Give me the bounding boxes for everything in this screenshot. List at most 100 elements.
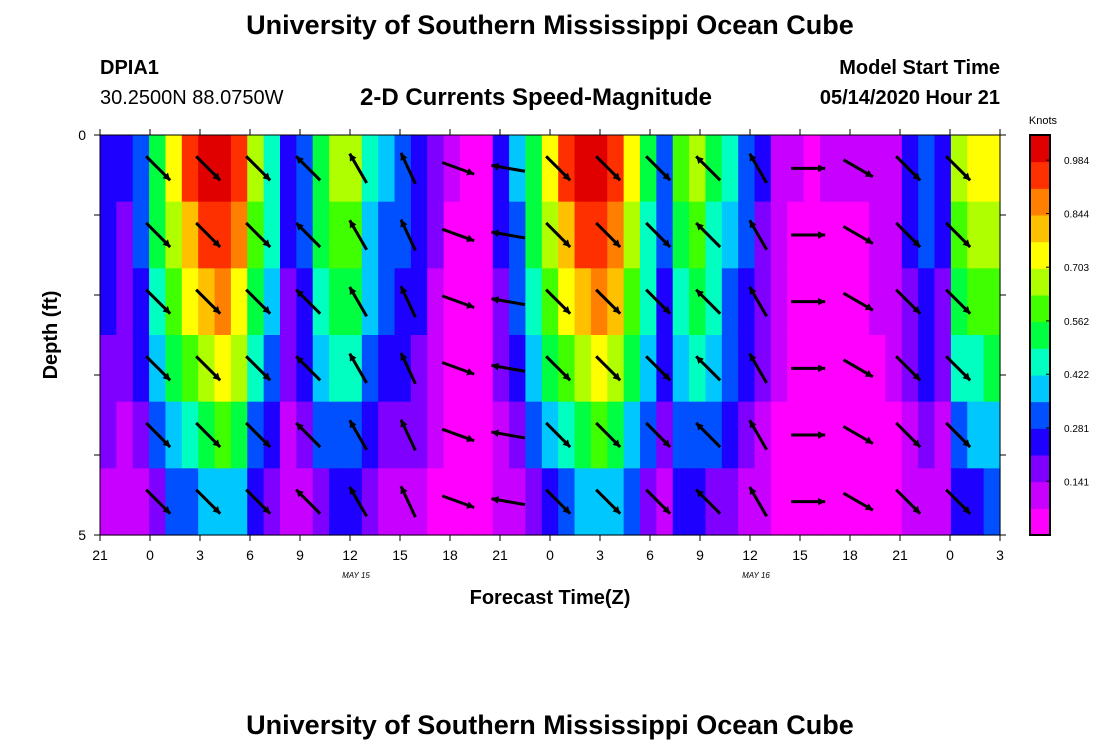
heatmap-cell	[640, 335, 657, 403]
heatmap-cell	[672, 135, 690, 203]
heatmap-cell	[967, 268, 985, 336]
heatmap-cell	[820, 401, 837, 469]
heatmap-cell	[672, 468, 690, 536]
x-tick-label: 12	[742, 547, 758, 563]
heatmap-cell	[934, 135, 952, 203]
current-arrowhead	[864, 436, 873, 444]
heatmap-cell	[983, 335, 1001, 403]
colorbar-label: 0.984	[1064, 156, 1089, 167]
heatmap-cell	[312, 401, 330, 469]
heatmap-cell	[640, 135, 657, 203]
heatmap-cell	[100, 401, 117, 469]
heatmap-cell	[427, 468, 445, 536]
x-tick-label: 6	[646, 547, 654, 563]
heatmap-cell	[836, 201, 854, 269]
station-coordinates: 30.2500N 88.0750W	[100, 87, 284, 109]
heatmap-cell	[312, 335, 330, 403]
heatmap-cell	[607, 268, 625, 336]
current-arrowhead	[400, 486, 408, 495]
heatmap-cell	[263, 268, 281, 336]
heatmap-cell	[443, 468, 461, 536]
footer-title: University of Southern Mississippi Ocean…	[246, 710, 854, 740]
heatmap-cell	[181, 268, 199, 336]
heatmap-cell	[263, 335, 281, 403]
heatmap-cell	[738, 468, 756, 536]
heatmap-cell	[738, 335, 756, 403]
heatmap-cell	[983, 135, 1001, 203]
heatmap-cell	[296, 335, 314, 403]
heatmap-cell	[247, 401, 265, 469]
current-arrowhead	[400, 286, 408, 295]
current-arrowhead	[612, 439, 621, 448]
heatmap-cell	[345, 468, 363, 536]
heatmap-cell	[329, 401, 347, 469]
heatmap-cell	[165, 135, 183, 203]
current-arrowhead	[162, 172, 171, 181]
heatmap-cell	[410, 268, 428, 336]
heatmap-cell	[394, 268, 412, 336]
colorbar: 0.984 0.844 0.703 0.562 0.422 0.281 0.141	[1029, 134, 1089, 536]
heatmap-cell	[214, 201, 232, 269]
current-arrowhead	[662, 372, 671, 381]
current-arrowhead	[612, 239, 621, 248]
colorbar-segment	[1030, 295, 1050, 323]
x-tick-label: 15	[792, 547, 808, 563]
heatmap-cell	[247, 268, 265, 336]
heatmap-cell	[263, 135, 281, 203]
heatmap-cell	[165, 468, 183, 536]
heatmap-cell	[656, 335, 674, 403]
current-arrowhead	[864, 236, 873, 244]
heatmap-cell	[738, 201, 756, 269]
heatmap-cell	[345, 201, 363, 269]
heatmap-cell	[312, 268, 330, 336]
current-arrowhead	[749, 153, 757, 162]
heatmap-cell	[476, 335, 494, 403]
heatmap-cell	[263, 201, 281, 269]
heatmap-cell	[214, 335, 232, 403]
current-arrowhead	[912, 439, 921, 448]
heatmap-cell	[934, 468, 952, 536]
current-arrowhead	[212, 372, 221, 381]
heatmap-cell	[640, 201, 657, 269]
heatmap-cell	[214, 268, 232, 336]
heatmap-cell	[263, 401, 281, 469]
colorbar-segment	[1030, 241, 1050, 269]
heatmap-cell	[116, 401, 134, 469]
current-arrowhead	[962, 372, 971, 381]
current-arrowhead	[400, 352, 408, 361]
current-arrowhead	[818, 164, 826, 173]
heatmap-cell	[885, 468, 903, 536]
current-arrowhead	[296, 422, 304, 431]
heatmap-cell	[689, 468, 707, 536]
heatmap-cell	[574, 468, 592, 536]
heatmap-cell	[329, 135, 347, 203]
heatmap-cell	[869, 401, 887, 469]
x-axis-label: Forecast Time(Z)	[470, 587, 631, 609]
heatmap-cell	[525, 135, 543, 203]
heatmap-cell	[541, 201, 559, 269]
heatmap-cell	[394, 335, 412, 403]
heatmap-cell	[590, 201, 608, 269]
heatmap-cell	[378, 335, 396, 403]
current-arrowhead	[818, 431, 826, 439]
heatmap-cell	[378, 135, 396, 203]
heatmap-cell	[574, 201, 592, 269]
station-id: DPIA1	[100, 57, 159, 79]
heatmap-cell	[721, 201, 739, 269]
heatmap-cell	[345, 335, 363, 403]
current-arrowhead	[162, 439, 171, 448]
heatmap-cell	[410, 468, 428, 536]
heatmap-cell	[132, 401, 150, 469]
heatmap-cell	[230, 268, 248, 336]
x-tick-label: 9	[696, 547, 704, 563]
heatmap-cell	[836, 268, 854, 336]
heatmap-cell	[967, 401, 985, 469]
current-arrowhead	[662, 172, 671, 181]
heatmap-cell	[640, 468, 657, 536]
colorbar-segment	[1030, 348, 1050, 376]
heatmap-cell	[869, 201, 887, 269]
heatmap-cell	[427, 135, 445, 203]
current-arrowhead	[696, 489, 704, 498]
heatmap-cell	[983, 201, 1001, 269]
heatmap-cell	[754, 268, 772, 336]
